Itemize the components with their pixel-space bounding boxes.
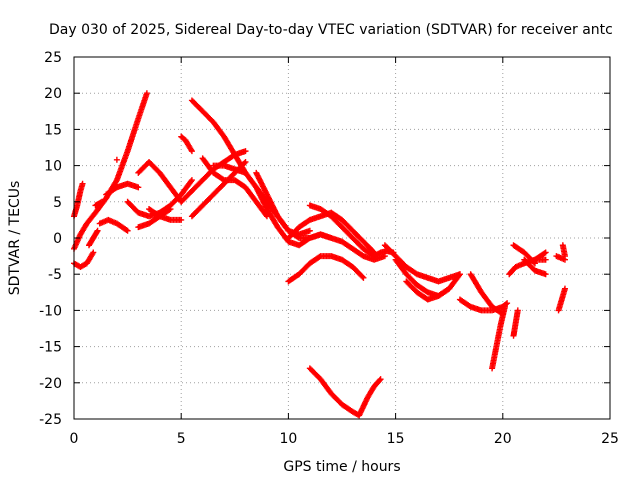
data-point [456,272,463,279]
data-point [294,234,301,241]
x-axis-label: GPS time / hours [283,459,400,475]
y-tick-label: -20 [39,376,62,392]
data-point [167,206,174,213]
y-tick-label: 15 [44,122,62,138]
y-tick-label: 0 [53,231,62,247]
data-point [541,250,548,257]
series-arc-22 [285,209,378,256]
series-arc-21 [263,198,335,241]
y-tick-label: 5 [53,195,62,211]
x-tick-label: 0 [70,431,79,447]
series-arc-24 [285,253,367,285]
data-point [542,271,549,278]
series-arc-7 [103,180,142,198]
y-tick-label: 25 [44,50,62,66]
series-arc-34 [510,307,521,339]
data-point [241,160,248,167]
data-point [79,180,86,187]
data-point [242,158,249,165]
data-point [242,169,249,176]
y-axis-label: SDTVAR / TECUs [7,181,23,296]
series-arc-13 [178,133,195,155]
data-point [93,228,100,235]
data-point [166,206,173,213]
series-arc-31 [467,271,506,318]
series-arc-1 [71,90,150,252]
series-arc-29 [403,278,453,303]
data-point [503,301,510,308]
data-point [306,227,313,234]
series-arc-11 [135,158,185,205]
x-tick-label: 15 [387,431,405,447]
series-arc-3 [71,249,97,270]
y-tick-label: -15 [39,340,62,356]
series-arc-8 [113,156,120,163]
data-point [188,178,195,185]
data-point [377,376,384,383]
data-point [124,227,131,234]
tick-layer: 0 5 10 15 20 25 25 20 15 10 5 0 -5 -10 -15 -20 -25 [39,50,619,447]
series-arc-23 [306,202,378,260]
series-arc-15 [178,148,249,205]
x-tick-label: 20 [494,431,512,447]
series-arc-4 [86,227,101,249]
data-point [514,307,521,314]
data-point [143,90,150,97]
data-point [178,216,185,223]
series-arc-37 [521,256,549,278]
data-point [135,184,142,191]
data-point [219,176,226,183]
series-arc-32 [489,303,508,372]
series-arc-12 [146,206,185,223]
data-point [328,235,335,241]
x-tick-label: 25 [601,431,619,447]
data-point [113,156,120,163]
series-arc-36 [510,242,538,267]
data-point [360,274,367,281]
series-arc-38 [531,249,549,263]
series-arc-40 [555,285,568,314]
grid-layer [74,57,610,419]
data-point [542,256,549,263]
series-arc-6 [96,216,131,234]
data-point [98,198,105,205]
y-tick-label: 20 [44,86,62,102]
series-arc-18 [210,162,249,176]
data-point [504,300,511,307]
data-point [542,249,549,256]
y-tick-label: -10 [39,303,62,319]
series-arc-41 [559,242,568,260]
x-tick-label: 5 [177,431,186,447]
y-tick-label: -25 [39,412,62,428]
series-arc-27 [381,242,463,285]
data-point [94,227,101,234]
data-point [359,273,366,280]
x-tick-label: 10 [279,431,297,447]
data-point [561,285,568,292]
data-point [456,271,463,278]
series-arc-5 [92,198,105,209]
chart-title: Day 030 of 2025, Sidereal Day-to-day VTE… [49,22,613,38]
data-point [188,148,195,155]
data-layer [71,90,568,419]
data-point [188,177,195,184]
data-point [445,286,452,293]
y-tick-label: 10 [44,159,62,175]
series-arc-25 [306,365,384,419]
data-point [97,199,104,206]
series-arc-33 [499,300,511,310]
data-point [242,148,249,155]
y-tick-label: -5 [48,267,62,283]
data-point [376,377,383,384]
data-point [123,226,130,233]
data-point [446,285,453,292]
data-point [561,253,568,260]
data-point [316,253,323,260]
series-arc-17 [199,155,270,220]
data-point [90,249,97,256]
series-arc-2 [71,180,86,220]
